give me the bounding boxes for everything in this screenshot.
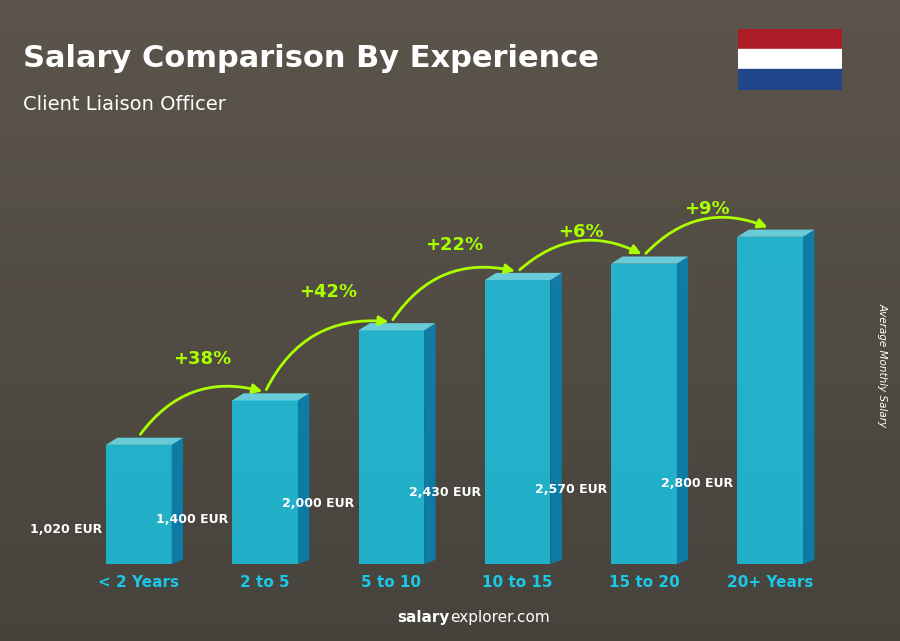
Polygon shape: [737, 229, 814, 237]
Polygon shape: [424, 323, 436, 564]
Polygon shape: [106, 445, 172, 564]
Polygon shape: [677, 256, 688, 564]
Bar: [738, 29, 842, 49]
Polygon shape: [611, 263, 677, 564]
Text: +38%: +38%: [173, 350, 231, 368]
Text: Client Liaison Officer: Client Liaison Officer: [23, 95, 226, 113]
Polygon shape: [485, 273, 562, 280]
Polygon shape: [172, 438, 183, 564]
Text: +6%: +6%: [558, 224, 604, 242]
Bar: [738, 49, 842, 69]
Text: 2,000 EUR: 2,000 EUR: [283, 497, 355, 510]
Text: 2,800 EUR: 2,800 EUR: [662, 477, 734, 490]
Polygon shape: [551, 273, 562, 564]
Text: 2,570 EUR: 2,570 EUR: [536, 483, 608, 495]
Text: 2,430 EUR: 2,430 EUR: [409, 487, 481, 499]
Text: Salary Comparison By Experience: Salary Comparison By Experience: [23, 44, 598, 73]
Text: Average Monthly Salary: Average Monthly Salary: [878, 303, 887, 428]
Polygon shape: [737, 237, 803, 564]
Polygon shape: [232, 394, 310, 401]
Polygon shape: [358, 323, 436, 330]
Text: +42%: +42%: [299, 283, 357, 301]
Polygon shape: [485, 280, 551, 564]
Polygon shape: [611, 256, 688, 263]
Polygon shape: [358, 330, 424, 564]
Polygon shape: [298, 394, 310, 564]
Text: 1,020 EUR: 1,020 EUR: [30, 522, 103, 535]
Text: +22%: +22%: [426, 237, 483, 254]
Text: salary: salary: [398, 610, 450, 625]
Text: +9%: +9%: [684, 200, 730, 218]
Text: explorer.com: explorer.com: [450, 610, 550, 625]
Polygon shape: [232, 401, 298, 564]
Bar: [738, 69, 842, 90]
Polygon shape: [803, 229, 815, 564]
Polygon shape: [106, 438, 183, 445]
Text: 1,400 EUR: 1,400 EUR: [157, 513, 229, 526]
